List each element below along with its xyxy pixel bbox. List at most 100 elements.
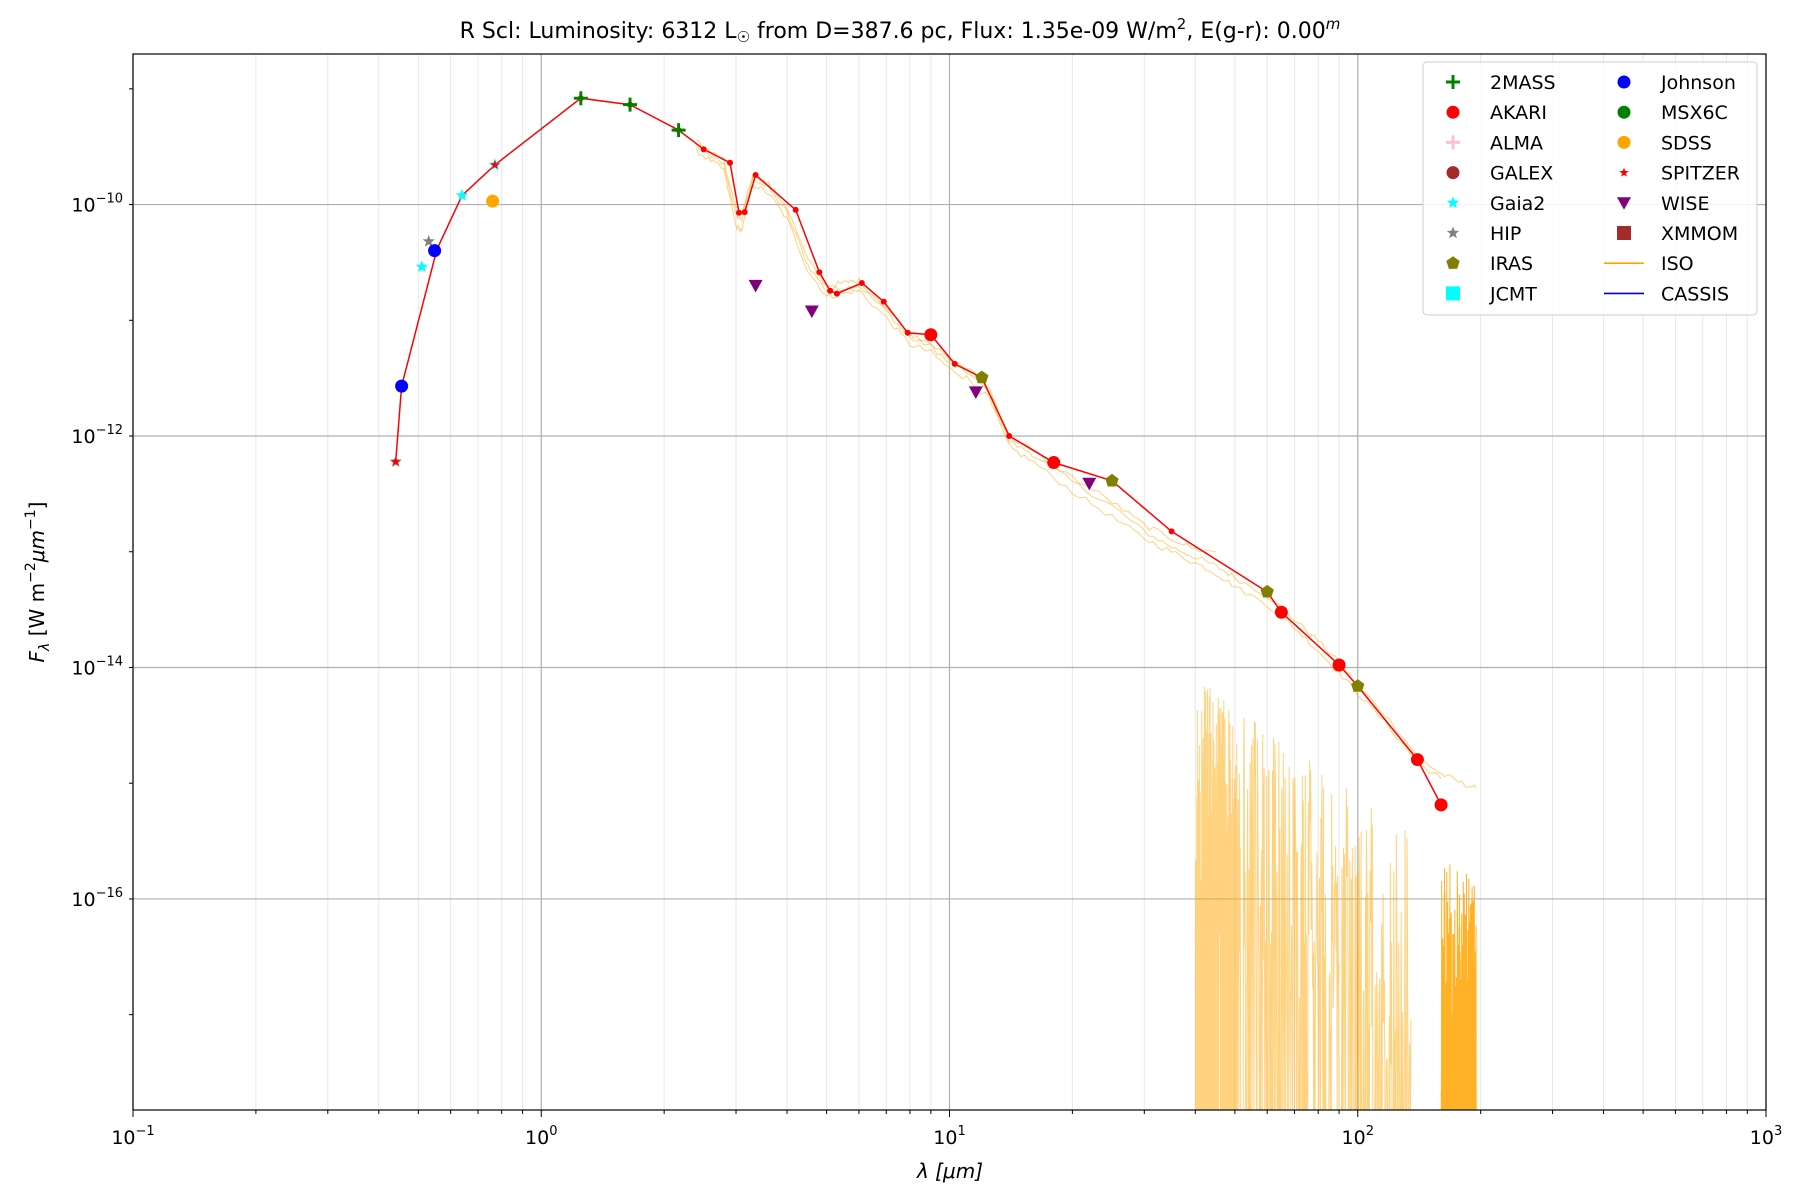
legend-marker-akari [1446, 105, 1460, 119]
tick-exponent: 1 [957, 1124, 965, 1139]
legend-entries: 2MASS AKARI ALMA GALEX Gaia2 HIP IRAS JCMT Johns… [1446, 72, 1740, 305]
tick-exponent: 3 [1774, 1124, 1782, 1139]
point-2mass [623, 97, 638, 112]
model-sed-point [904, 329, 911, 336]
point-iras [975, 370, 989, 384]
legend-marker-xmmom [1617, 226, 1631, 240]
minor-grid [255, 54, 1748, 1110]
tick-exponent: −14 [96, 654, 123, 669]
title-distance-flux: from D=387.6 pc, Flux: 1.35e-09 W/m [750, 19, 1177, 44]
point-akari [1047, 456, 1061, 470]
point-hip [422, 235, 435, 247]
point-sdss [486, 194, 500, 208]
point-spitzer [490, 159, 500, 169]
point-johnson [395, 379, 409, 393]
model-sed-point [1006, 433, 1013, 440]
model-sed-point [735, 209, 742, 216]
title-sun-symbol: ☉ [737, 28, 750, 46]
point-wise [968, 386, 983, 400]
iso-spectrum-1 [696, 144, 1477, 789]
model-curve [392, 95, 1445, 808]
tick-exponent: −1 [136, 1124, 155, 1139]
legend-label-alma: ALMA [1490, 132, 1543, 154]
legend-label-iso: ISO [1661, 253, 1694, 275]
chart-title: R Scl: Luminosity: 6312 L☉ from D=387.6 … [460, 15, 1341, 46]
point-wise [804, 305, 819, 319]
legend-label-2mass: 2MASS [1490, 72, 1556, 94]
tick-base: 10 [1750, 1127, 1774, 1149]
legend-label-sdss: SDSS [1661, 132, 1712, 154]
point-wise [1082, 477, 1097, 491]
tick-base: 10 [525, 1127, 549, 1149]
photometry-points [389, 91, 1448, 812]
title-flux-exponent: 2 [1177, 15, 1187, 33]
tick-exponent: −16 [96, 886, 123, 901]
y-tick-label: 10−16 [71, 886, 123, 911]
model-sed-point [951, 360, 958, 367]
model-sed-point [833, 290, 840, 297]
model-sed-point [1168, 528, 1175, 535]
legend-marker-jcmt [1446, 286, 1460, 301]
y-tick-label: 10−12 [71, 423, 123, 448]
legend-marker-iras [1446, 256, 1460, 269]
x-axis-label: λ [μm] [916, 1159, 983, 1183]
tick-base: 10 [71, 657, 95, 679]
point-spitzer [390, 456, 401, 466]
legend-label-xmmom: XMMOM [1661, 223, 1738, 245]
legend-label-msx6c: MSX6C [1661, 102, 1728, 124]
y-tick-label: 10−14 [71, 654, 123, 679]
legend-marker-msx6c [1617, 105, 1631, 119]
iso-noisy-segment [1234, 718, 1412, 1111]
legend-marker-johnson [1617, 75, 1631, 89]
model-sed-point [752, 172, 759, 179]
point-akari [1274, 605, 1288, 619]
model-sed-point [741, 209, 748, 216]
title-ext-superscript: m [1326, 15, 1341, 33]
legend-label-jcmt: JCMT [1489, 283, 1537, 305]
legend-marker-2mass [1446, 75, 1460, 89]
point-iras [1260, 584, 1274, 598]
legend-label-galex: GALEX [1490, 163, 1553, 185]
point-akari [1410, 753, 1424, 767]
tick-exponent: −12 [96, 423, 123, 438]
model-sed-point [858, 280, 865, 287]
legend-marker-wise [1617, 197, 1631, 210]
title-star: R Scl: [460, 19, 522, 44]
point-2mass [671, 123, 686, 138]
model-sed-point [816, 269, 823, 276]
tick-exponent: −10 [96, 192, 123, 207]
legend-box [1422, 61, 1758, 316]
axis-ticks [129, 88, 1767, 1117]
iso-spectrum-2 [696, 148, 1442, 779]
y-tick-label: 10−10 [71, 192, 123, 217]
tick-base: 10 [111, 1127, 135, 1149]
point-akari [1332, 658, 1346, 672]
tick-base: 10 [71, 426, 95, 448]
legend-marker-hip [1446, 226, 1460, 239]
point-iras [1105, 473, 1119, 487]
legend: 2MASS AKARI ALMA GALEX Gaia2 HIP IRAS JCMT Johns… [1422, 61, 1758, 316]
model-sed-point [880, 298, 887, 305]
legend-marker-spitzer [1619, 167, 1629, 177]
legend-label-hip: HIP [1490, 223, 1521, 245]
model-sed-point [792, 206, 799, 213]
x-tick-label: 102 [1342, 1124, 1374, 1149]
legend-marker-gaia2 [1446, 196, 1460, 209]
legend-marker-alma [1446, 135, 1460, 150]
iso-spectra [696, 139, 1477, 1111]
tick-base: 10 [71, 889, 95, 911]
legend-label-akari: AKARI [1490, 102, 1547, 124]
point-iras [1351, 679, 1365, 692]
iso-spectrum-3 [696, 139, 1217, 553]
y-axis-label: Fλ [W m−2μm−1] [23, 502, 53, 663]
x-tick-label: 10−1 [111, 1124, 154, 1149]
title-luminosity: Luminosity: 6312 L [529, 19, 738, 44]
point-akari [924, 328, 938, 342]
iso-noisy-segment [1195, 686, 1236, 1111]
tick-exponent: 0 [549, 1124, 557, 1139]
x-tick-label: 103 [1750, 1124, 1782, 1149]
point-akari [1434, 798, 1448, 812]
tick-base: 10 [933, 1127, 957, 1149]
